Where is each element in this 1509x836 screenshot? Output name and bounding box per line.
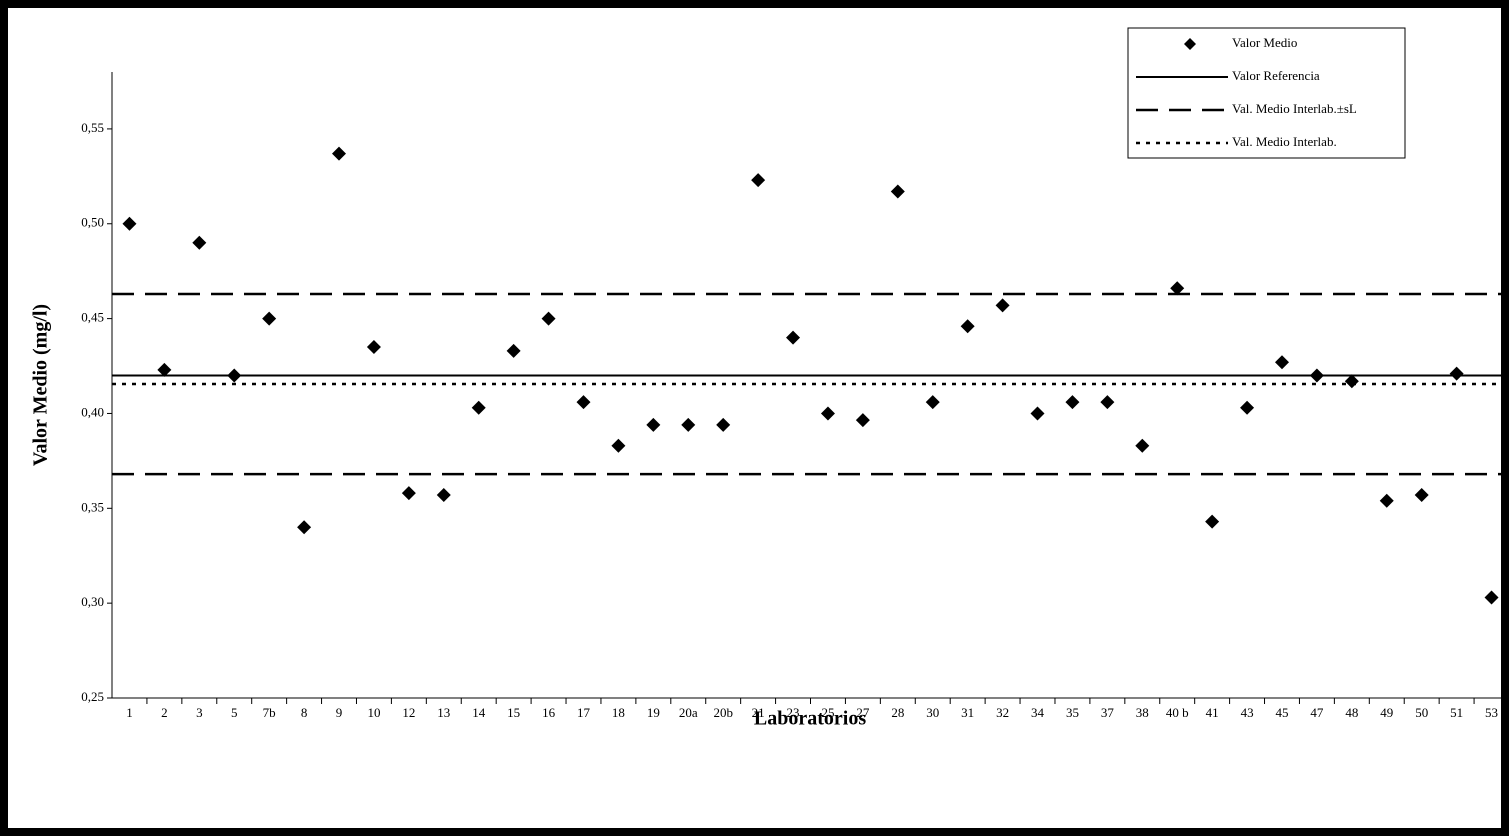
data-point [890,184,905,199]
x-tick-label: 3 [196,705,203,720]
data-point [1344,374,1359,389]
x-tick-label: 34 [1031,705,1045,720]
x-tick-label: 18 [612,705,625,720]
x-tick-label: 16 [542,705,556,720]
x-tick-label: 20b [713,705,733,720]
x-tick-label: 7b [263,705,276,720]
data-point [751,173,766,188]
x-tick-label: 21 [752,705,765,720]
y-tick-label: 0,45 [81,310,104,325]
data-point [366,340,381,355]
data-point [471,400,486,415]
y-tick-label: 0,25 [81,689,104,704]
data-point [716,417,731,432]
data-point [1449,366,1464,381]
data-point [1240,400,1255,415]
y-tick-label: 0,40 [81,404,104,419]
data-point [122,216,137,231]
y-tick-label: 0,50 [81,215,104,230]
data-point [855,413,870,428]
x-tick-label: 31 [961,705,974,720]
x-tick-label: 27 [856,705,870,720]
data-point [1030,406,1045,421]
x-tick-label: 10 [367,705,380,720]
data-point [157,362,172,377]
data-point [401,486,416,501]
data-point [192,235,207,250]
data-point [681,417,696,432]
legend-box [1127,27,1406,159]
x-tick-label: 8 [301,705,308,720]
x-tick-label: 25 [821,705,834,720]
x-tick-label: 35 [1066,705,1079,720]
data-point [925,395,940,410]
y-axis-title: Valor Medio (mg/l) [30,304,52,466]
x-tick-label: 49 [1380,705,1393,720]
data-point [576,395,591,410]
legend-label: Valor Medio [1232,35,1297,50]
x-tick-label: 45 [1275,705,1288,720]
data-point [1484,590,1499,605]
x-tick-label: 17 [577,705,591,720]
data-point [786,330,801,345]
y-tick-label: 0,55 [81,120,104,135]
x-tick-label: 19 [647,705,660,720]
data-point [1379,493,1394,508]
data-point [1100,395,1115,410]
y-tick-label: 0,35 [81,499,104,514]
data-point [1135,438,1150,453]
x-tick-label: 20a [679,705,698,720]
data-point [1274,355,1289,370]
data-point [436,488,451,503]
x-tick-label: 48 [1345,705,1358,720]
x-tick-label: 38 [1136,705,1149,720]
legend-label: Val. Medio Interlab.±sL [1232,101,1357,116]
x-tick-label: 9 [336,705,343,720]
x-tick-label: 15 [507,705,520,720]
x-tick-label: 30 [926,705,939,720]
x-tick-label: 40 b [1166,705,1189,720]
x-tick-label: 5 [231,705,238,720]
data-point [1065,395,1080,410]
x-tick-label: 32 [996,705,1009,720]
x-tick-label: 1 [126,705,133,720]
x-tick-label: 47 [1310,705,1324,720]
x-tick-label: 14 [472,705,486,720]
y-tick-label: 0,30 [81,594,104,609]
x-tick-label: 23 [787,705,800,720]
legend-label: Val. Medio Interlab. [1232,134,1337,149]
x-tick-label: 2 [161,705,168,720]
x-tick-label: 51 [1450,705,1463,720]
x-tick-label: 13 [437,705,450,720]
data-point [227,368,242,383]
data-point [646,417,661,432]
x-axis-title: Laboratorios [754,708,866,730]
legend-label: Valor Referencia [1232,68,1320,83]
data-point [820,406,835,421]
x-tick-label: 28 [891,705,904,720]
data-point [960,319,975,334]
data-point [332,146,347,161]
x-tick-label: 50 [1415,705,1428,720]
x-tick-label: 41 [1206,705,1219,720]
data-point [297,520,312,535]
x-tick-label: 12 [402,705,415,720]
data-point [262,311,277,326]
data-point [995,298,1010,313]
data-point [611,438,626,453]
x-tick-label: 37 [1101,705,1115,720]
data-point [506,343,521,358]
data-point [1414,488,1429,503]
data-point [541,311,556,326]
data-point [1205,514,1220,529]
x-tick-label: 53 [1485,705,1498,720]
data-point [1309,368,1324,383]
legend-marker [1184,38,1196,50]
x-tick-label: 43 [1241,705,1254,720]
data-point [1170,281,1185,296]
